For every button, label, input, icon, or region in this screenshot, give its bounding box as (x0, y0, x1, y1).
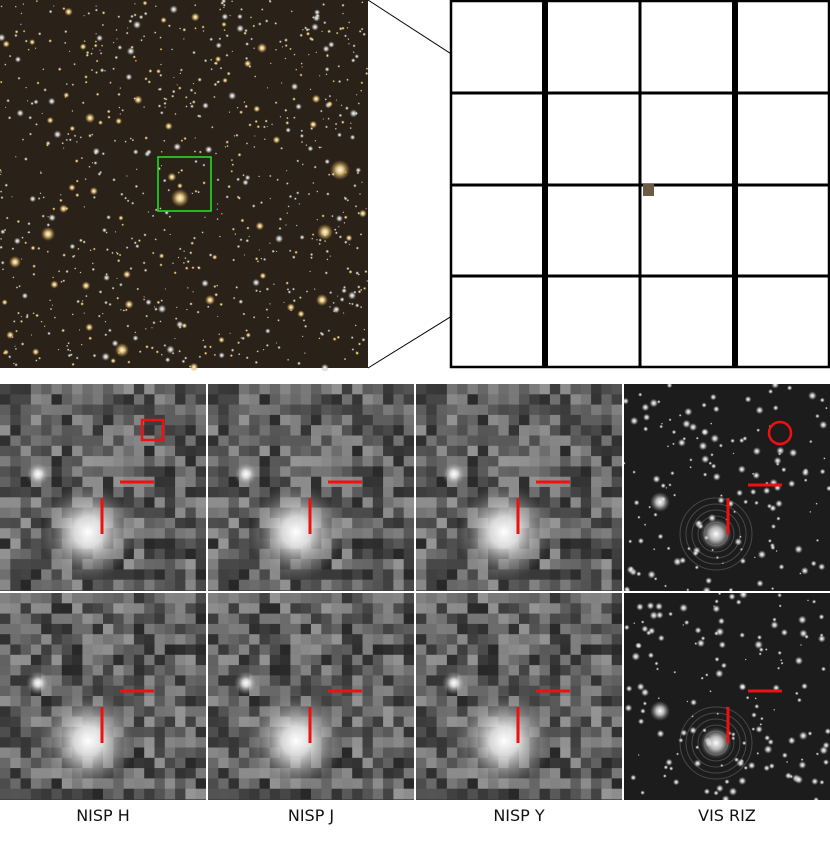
cutout-panel (416, 384, 622, 591)
cutout-panel (624, 384, 830, 591)
tile-grid (449, 0, 830, 369)
star-field-color-image (0, 0, 369, 372)
cutout-panel (624, 593, 830, 800)
cutout-panel (416, 593, 622, 800)
circle-marker (767, 420, 793, 446)
tile-location-marker (643, 184, 654, 196)
cutout-panel-grid (0, 384, 830, 800)
column-label-nisp-h: NISP H (76, 806, 130, 825)
zoom-highlight-box (157, 156, 212, 212)
square-marker (140, 418, 165, 442)
cutout-panel (0, 384, 206, 591)
cutout-panel (208, 384, 414, 591)
cutout-panel (208, 593, 414, 800)
column-label-vis-riz: VIS RIZ (698, 806, 756, 825)
column-label-nisp-y: NISP Y (493, 806, 545, 825)
column-label-nisp-j: NISP J (287, 806, 335, 825)
cutout-panel (0, 593, 206, 800)
